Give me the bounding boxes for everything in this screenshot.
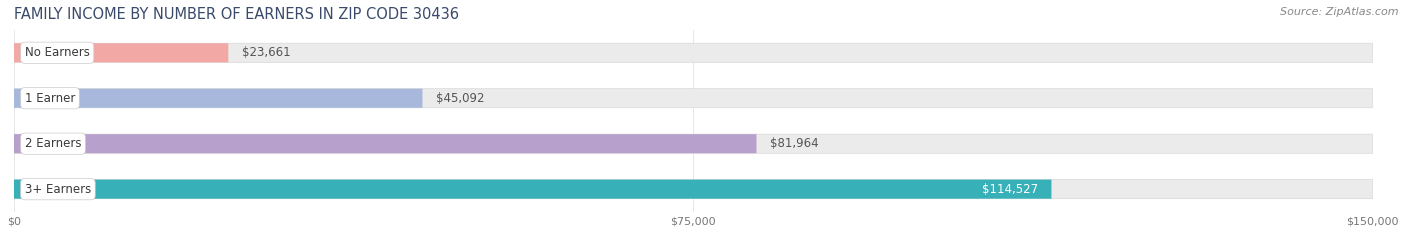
Text: $114,527: $114,527 bbox=[981, 183, 1038, 196]
FancyBboxPatch shape bbox=[14, 89, 422, 108]
FancyBboxPatch shape bbox=[14, 43, 228, 62]
Text: No Earners: No Earners bbox=[25, 46, 90, 59]
FancyBboxPatch shape bbox=[14, 89, 1372, 108]
Text: $23,661: $23,661 bbox=[242, 46, 291, 59]
FancyBboxPatch shape bbox=[14, 134, 756, 153]
Text: FAMILY INCOME BY NUMBER OF EARNERS IN ZIP CODE 30436: FAMILY INCOME BY NUMBER OF EARNERS IN ZI… bbox=[14, 7, 458, 22]
Text: 2 Earners: 2 Earners bbox=[25, 137, 82, 150]
FancyBboxPatch shape bbox=[14, 134, 1372, 153]
Text: $45,092: $45,092 bbox=[436, 92, 485, 105]
Text: Source: ZipAtlas.com: Source: ZipAtlas.com bbox=[1281, 7, 1399, 17]
FancyBboxPatch shape bbox=[14, 180, 1372, 199]
Text: 1 Earner: 1 Earner bbox=[25, 92, 75, 105]
FancyBboxPatch shape bbox=[14, 43, 1372, 62]
Text: $81,964: $81,964 bbox=[770, 137, 818, 150]
Text: 3+ Earners: 3+ Earners bbox=[25, 183, 91, 196]
FancyBboxPatch shape bbox=[14, 180, 1052, 199]
